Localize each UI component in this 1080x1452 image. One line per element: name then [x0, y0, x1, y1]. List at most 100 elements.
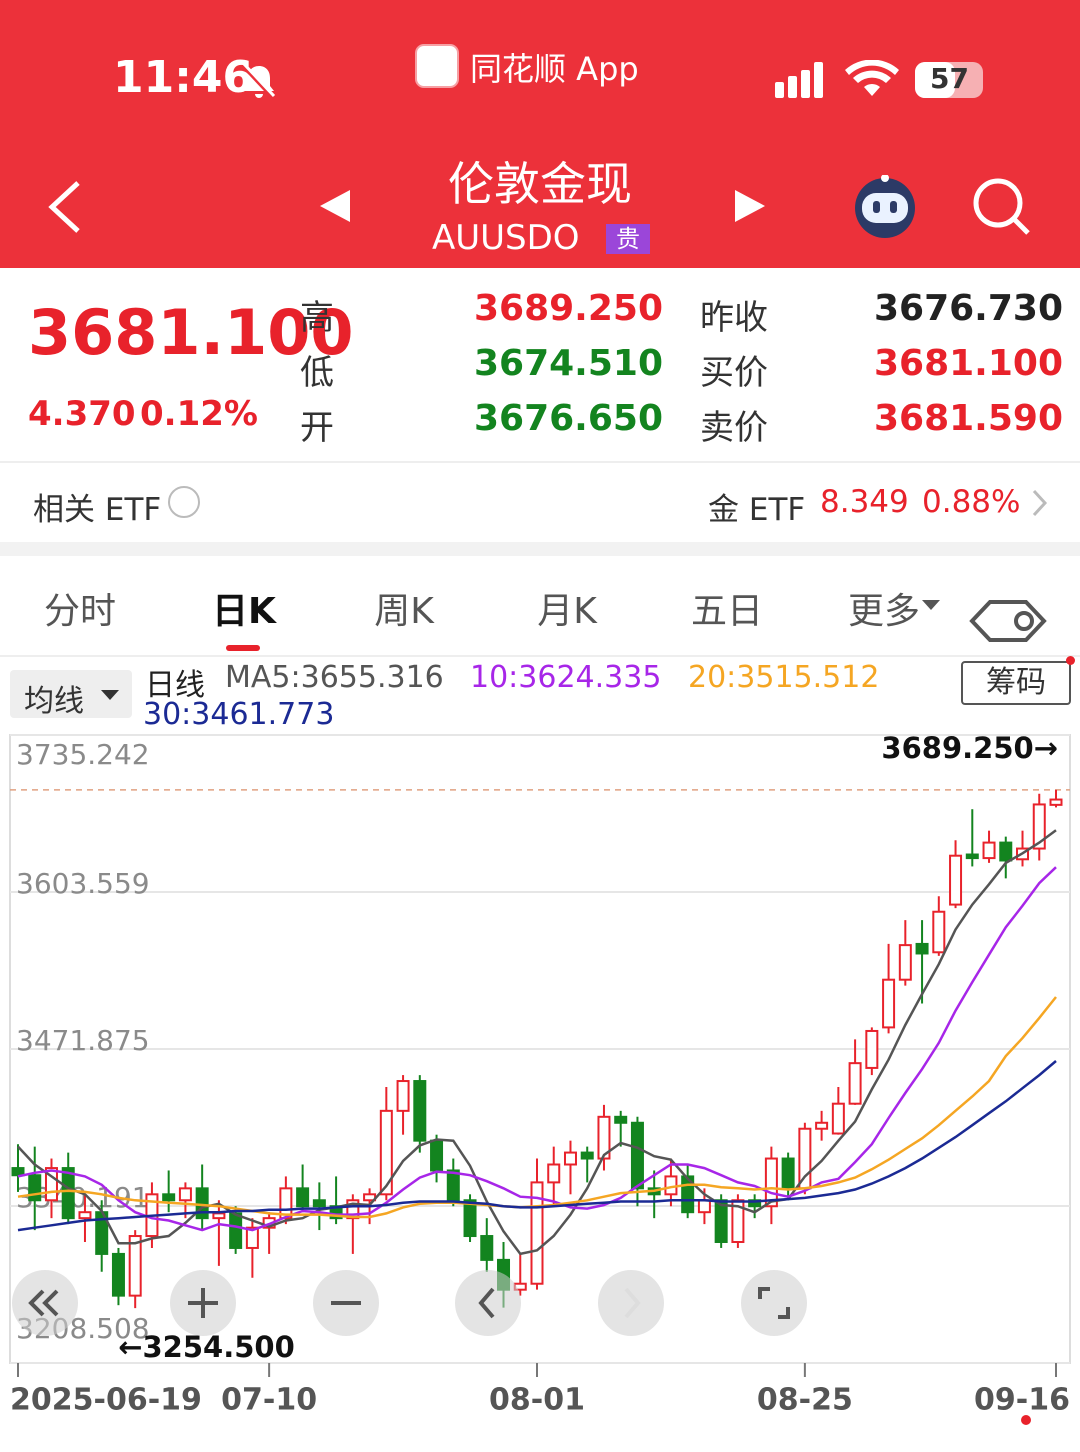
- candle-body: [882, 978, 896, 1029]
- date-dot: [1021, 1415, 1031, 1425]
- candle-body: [764, 1157, 778, 1208]
- candle-body: [848, 1062, 862, 1105]
- tab[interactable]: 分时: [43, 591, 116, 632]
- quote-label: 买价: [700, 353, 768, 393]
- quote-label: 开: [300, 408, 334, 448]
- legend-entry: 20:3515.512: [688, 660, 880, 695]
- candle-body: [781, 1157, 795, 1190]
- candle-body: [229, 1212, 243, 1249]
- quote-value: 3674.510: [473, 343, 663, 384]
- low-annotation: ←3254.500: [118, 1330, 295, 1364]
- quote-label: 卖价: [700, 408, 768, 448]
- candle-body: [178, 1187, 192, 1202]
- chart-control[interactable]: [741, 1270, 807, 1336]
- dropdown-arrow: [101, 690, 119, 700]
- tab[interactable]: 更多: [847, 591, 920, 632]
- candle-body: [898, 944, 912, 981]
- price-change: 4.370: [28, 394, 136, 434]
- chart-control[interactable]: [313, 1270, 379, 1336]
- etf-label: 相关 ETF: [33, 492, 162, 528]
- candle-body: [111, 1252, 125, 1297]
- candle-body: [11, 1167, 25, 1177]
- candle-body: [195, 1187, 209, 1220]
- chart-control[interactable]: [170, 1270, 236, 1336]
- candle-body: [128, 1235, 142, 1297]
- y-tick-label: 3603.559: [16, 867, 150, 900]
- etf-price: 8.349: [820, 484, 909, 520]
- notice-dot: [1066, 656, 1075, 665]
- candle-body: [1049, 798, 1063, 806]
- candle-body: [798, 1127, 812, 1190]
- high-annotation: 3689.250→: [881, 731, 1058, 765]
- candle-body: [949, 854, 963, 906]
- control-bg: [598, 1270, 664, 1336]
- control-icon: [28, 1289, 59, 1317]
- status-app: 同花顺 App: [470, 50, 639, 88]
- indicator-selector[interactable]: 均线: [24, 684, 84, 719]
- candle-body: [413, 1080, 427, 1142]
- chip-button[interactable]: 筹码: [961, 661, 1071, 705]
- candle-body: [965, 853, 979, 860]
- mute-icon: [242, 62, 276, 100]
- candle-body: [28, 1174, 42, 1202]
- candle-body: [932, 910, 946, 954]
- candle-body: [78, 1211, 92, 1220]
- candle-body: [982, 841, 996, 860]
- quote-value: 3689.250: [473, 288, 663, 329]
- tab-icons[interactable]: [920, 596, 1050, 646]
- candle-body: [865, 1029, 879, 1069]
- candle-body: [831, 1102, 845, 1135]
- control-icon: [624, 1287, 641, 1319]
- candle-body: [212, 1212, 226, 1220]
- help-icon[interactable]: [168, 486, 200, 518]
- candle-body: [681, 1175, 695, 1214]
- candle-body: [44, 1167, 58, 1202]
- control-icon: [758, 1287, 790, 1319]
- candle-body: [547, 1163, 561, 1184]
- candle-body: [446, 1169, 460, 1202]
- tab-indicator: [226, 645, 260, 651]
- candle-body: [580, 1151, 594, 1160]
- candle-body: [162, 1193, 176, 1202]
- candle-body: [396, 1080, 410, 1112]
- candle-body: [530, 1181, 544, 1285]
- tab[interactable]: 五日: [690, 591, 763, 632]
- candle-body: [815, 1121, 829, 1130]
- legend-entry: 10:3624.335: [470, 660, 662, 695]
- divider: [0, 461, 1080, 463]
- tab[interactable]: 周K: [374, 591, 434, 632]
- candle-body: [999, 841, 1013, 862]
- candle-body: [312, 1199, 326, 1208]
- app-icon: [415, 44, 459, 88]
- candle-body: [630, 1121, 644, 1190]
- candle-body: [463, 1199, 477, 1238]
- candle-body: [245, 1226, 259, 1249]
- chart-control[interactable]: [598, 1270, 664, 1336]
- x-tick-label: 08-01: [489, 1383, 585, 1418]
- nav-icons[interactable]: [40, 175, 1050, 245]
- candle-body: [480, 1235, 494, 1261]
- quote-value: 3681.590: [873, 398, 1063, 439]
- last-price: 3681.100: [28, 296, 354, 369]
- quote-label: 昨收: [700, 298, 768, 338]
- tab[interactable]: 月K: [537, 591, 597, 632]
- x-tick-label: 2025-06-19: [10, 1383, 202, 1418]
- candle-body: [697, 1199, 711, 1214]
- candle-body: [563, 1151, 577, 1166]
- candle-body: [61, 1167, 75, 1220]
- etf-change: 0.88%: [922, 484, 1021, 520]
- tab-active[interactable]: 日K: [212, 591, 276, 632]
- candle-body: [430, 1139, 444, 1172]
- candle-body: [614, 1115, 628, 1124]
- candle-body: [1032, 803, 1046, 850]
- candle-body: [915, 942, 929, 955]
- chevron[interactable]: [1030, 488, 1050, 518]
- x-tick-label: 08-25: [757, 1383, 853, 1418]
- chart-control[interactable]: [12, 1270, 78, 1336]
- candle-body: [597, 1115, 611, 1160]
- control-bg: [455, 1270, 521, 1336]
- etf-name[interactable]: 金 ETF: [708, 492, 806, 528]
- chart-control[interactable]: [455, 1270, 521, 1336]
- status-icons: [775, 60, 983, 98]
